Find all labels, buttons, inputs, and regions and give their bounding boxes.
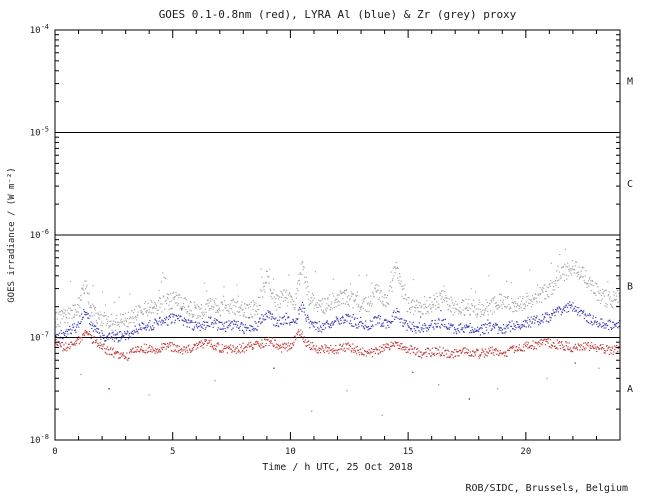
y-tick-label: 10-5 (30, 126, 49, 139)
y-tick-label: 10-7 (30, 331, 49, 344)
flare-class-boundary-lines (55, 132, 620, 338)
outlier-dot (468, 398, 471, 400)
outlier-dot (214, 379, 216, 382)
outlier-dot (148, 394, 150, 396)
x-axis: 0 5 10 15 20 (52, 30, 621, 457)
x-tick-label: 15 (403, 447, 414, 457)
flare-class-b: B (627, 281, 633, 292)
outlier-points (80, 362, 600, 417)
outlier-dot (381, 414, 383, 417)
flare-class-m: M (627, 76, 633, 87)
series-goes-0-1-0-8nm (54, 329, 620, 361)
flare-class-c: C (627, 179, 633, 190)
svg-text:GOES irradiance / (W m⁻²): GOES irradiance / (W m⁻²) (7, 167, 17, 302)
credit-text: ROB/SIDC, Brussels, Belgium (465, 483, 628, 494)
y-tick-label: 10-8 (30, 433, 49, 446)
outlier-dot (496, 388, 499, 390)
outlier-dot (412, 371, 414, 374)
outlier-dot (574, 362, 576, 364)
outlier-dot (598, 367, 600, 369)
flare-class-a: A (627, 384, 633, 395)
y-axis-label: GOES irradiance / (W m⁻²) (7, 167, 17, 302)
flare-class-letters: M C B A (627, 76, 633, 395)
outlier-dot (546, 377, 548, 380)
chart-title: GOES 0.1-0.8nm (red), LYRA Al (blue) & Z… (159, 8, 517, 21)
outlier-dot (346, 390, 348, 392)
outlier-dot (310, 410, 313, 412)
outlier-dot (438, 383, 440, 386)
chart-title-text: GOES 0.1-0.8nm (red), LYRA Al (blue) & Z… (159, 8, 517, 21)
y-tick-label: 10-6 (30, 228, 49, 241)
x-tick-label: 5 (170, 447, 175, 457)
outlier-dot (80, 373, 82, 376)
x-axis-label: Time / h UTC, 25 Oct 2018 (262, 462, 413, 473)
y-tick-label: 10-4 (30, 23, 49, 36)
x-tick-label: 0 (52, 447, 57, 457)
x-tick-label: 10 (285, 447, 296, 457)
series-lyra-zr-proxy (54, 248, 621, 332)
svg-text:ROB/SIDC, Brussels, Belgium: ROB/SIDC, Brussels, Belgium (465, 483, 628, 494)
svg-text:Time / h UTC, 25 Oct 2018: Time / h UTC, 25 Oct 2018 (262, 462, 413, 473)
x-tick-label: 20 (520, 447, 531, 457)
series-lyra-al-proxy (54, 301, 620, 343)
outlier-dot (108, 388, 110, 390)
outlier-dot (273, 367, 275, 369)
